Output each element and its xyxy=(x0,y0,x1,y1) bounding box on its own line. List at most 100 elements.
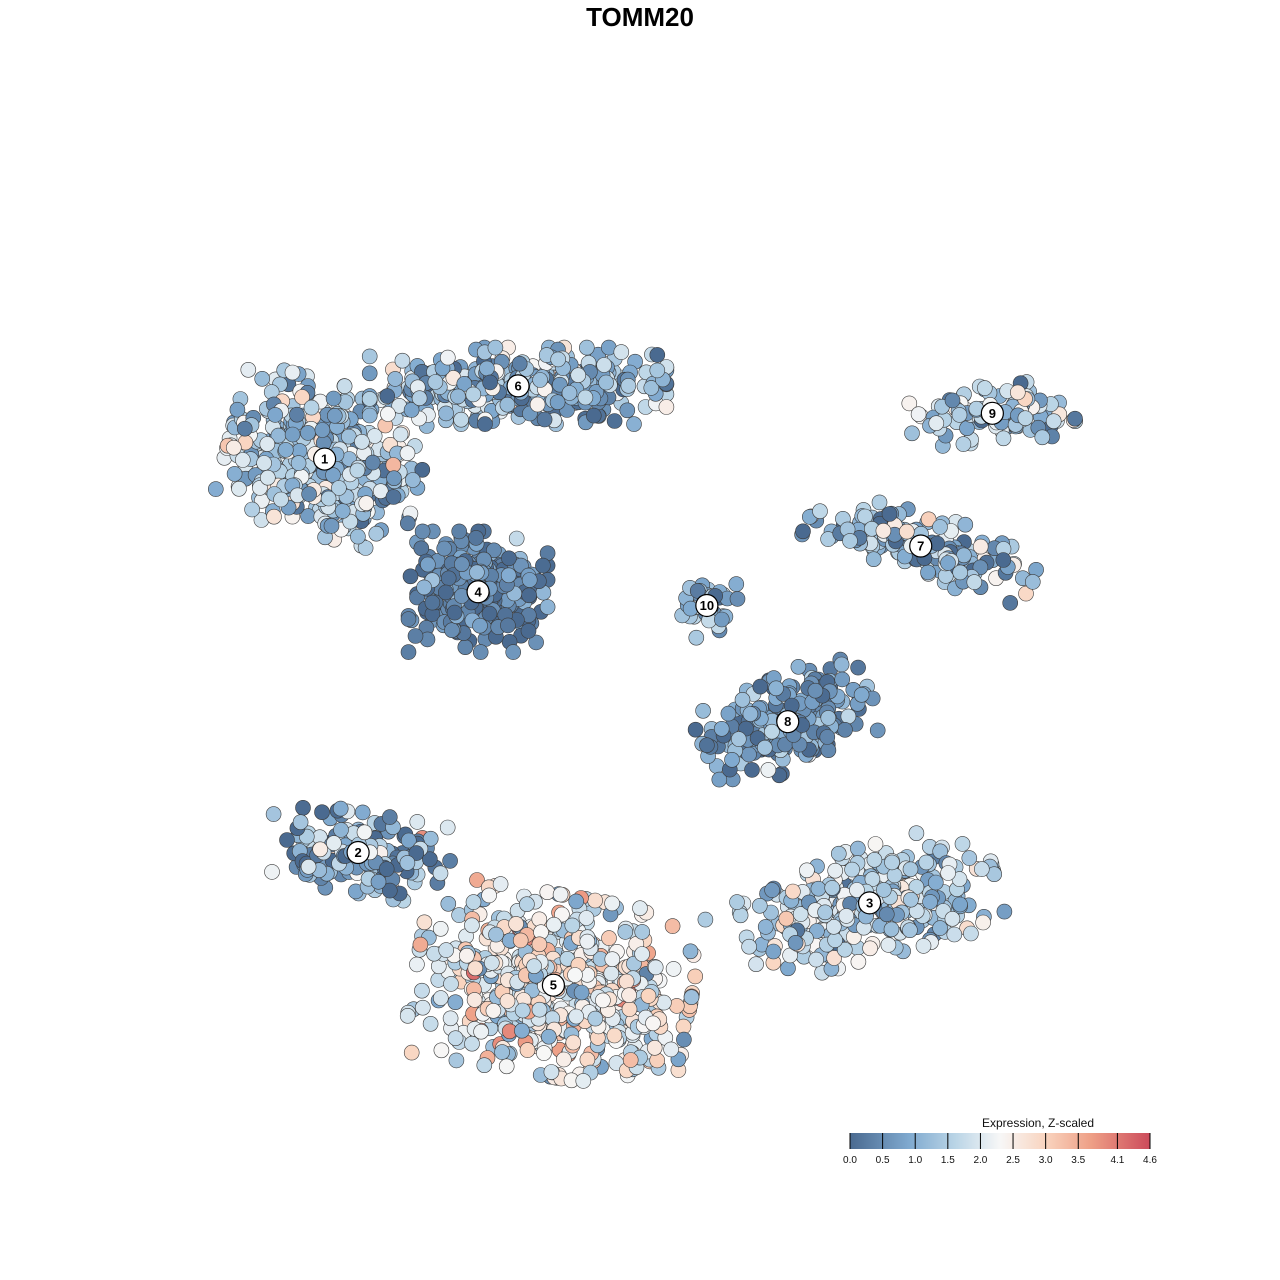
cell-point xyxy=(453,411,469,428)
cell-point xyxy=(424,594,441,611)
cell-point xyxy=(596,357,612,373)
cell-point xyxy=(447,994,464,1011)
cell-point xyxy=(400,611,417,627)
cell-point xyxy=(871,494,888,511)
legend-tick-label: 2.5 xyxy=(1006,1155,1020,1166)
cell-point xyxy=(294,389,310,405)
cell-point xyxy=(500,617,516,634)
cell-point xyxy=(940,555,956,571)
cell-point xyxy=(432,920,449,937)
cell-point xyxy=(300,858,317,875)
cell-point xyxy=(645,1015,661,1032)
cell-point xyxy=(442,1010,459,1027)
cell-point xyxy=(564,917,581,934)
cell-point xyxy=(333,822,349,838)
cell-point xyxy=(741,746,757,763)
cell-point xyxy=(663,1041,679,1058)
cell-point xyxy=(539,884,556,901)
cell-point xyxy=(618,973,635,990)
cluster-label-badge xyxy=(506,374,530,398)
cell-point xyxy=(331,480,347,496)
cell-point xyxy=(483,955,500,971)
legend-ticks: 0.0 0.5 1.0 1.5 2.0 2.5 3.0 3.5 4.1 4.6 xyxy=(843,1133,1157,1166)
cell-point xyxy=(514,1002,531,1019)
cell-point xyxy=(453,556,470,573)
cell-point xyxy=(314,422,331,438)
cell-point xyxy=(399,515,416,532)
cell-point xyxy=(668,998,685,1014)
cell-point xyxy=(862,940,878,957)
cell-point xyxy=(730,731,747,747)
legend-tick-label: 3.5 xyxy=(1071,1155,1085,1166)
cell-point xyxy=(279,832,295,848)
cluster-label-text: 3 xyxy=(866,895,873,910)
cell-point xyxy=(512,932,529,949)
cell-point xyxy=(903,891,919,908)
cell-point xyxy=(514,1022,530,1039)
cell-point xyxy=(416,579,432,596)
cell-point xyxy=(549,394,566,411)
cell-point xyxy=(284,426,301,443)
cell-point xyxy=(416,914,433,931)
cell-point xyxy=(208,481,224,497)
cell-point xyxy=(521,572,538,588)
cell-point xyxy=(528,634,544,651)
cell-point xyxy=(601,930,617,946)
cell-point xyxy=(409,814,426,830)
cell-point xyxy=(833,656,850,673)
cell-point xyxy=(1017,410,1034,427)
cell-point xyxy=(849,882,865,898)
cell-point xyxy=(508,916,524,932)
cell-point xyxy=(450,388,466,405)
cell-point xyxy=(472,644,489,660)
cell-point xyxy=(379,388,396,404)
cell-point xyxy=(368,525,385,542)
cell-point xyxy=(399,445,416,462)
cell-point xyxy=(932,920,948,936)
cell-point xyxy=(409,956,425,973)
cluster-label-text: 6 xyxy=(514,378,521,393)
cell-point xyxy=(259,469,276,486)
cell-point xyxy=(742,706,759,722)
cluster-label-4: 4 xyxy=(466,580,490,604)
cell-point xyxy=(734,691,751,708)
legend-tick-label: 2.0 xyxy=(973,1155,987,1166)
cell-point xyxy=(370,873,387,890)
cell-point xyxy=(765,943,782,960)
legend-tick-label: 0.0 xyxy=(843,1155,857,1166)
cell-point xyxy=(699,737,715,754)
cell-point xyxy=(358,495,375,512)
cell-point xyxy=(444,622,460,639)
cell-point xyxy=(944,910,961,927)
cluster-label-text: 10 xyxy=(700,598,714,613)
cell-point xyxy=(458,947,475,964)
cell-point xyxy=(878,906,895,923)
cell-point xyxy=(827,932,843,948)
cell-point xyxy=(928,415,945,432)
cell-point xyxy=(414,999,431,1016)
cluster-label-6: 6 xyxy=(506,374,530,398)
cell-point xyxy=(620,377,637,394)
cell-point xyxy=(827,862,844,879)
cell-point xyxy=(411,390,428,407)
cell-point xyxy=(910,406,927,423)
cell-point xyxy=(915,938,932,954)
cell-point xyxy=(728,576,745,592)
cell-point xyxy=(487,339,504,356)
cell-point xyxy=(780,960,796,977)
cell-point xyxy=(492,876,509,892)
cell-point xyxy=(422,1015,439,1032)
cluster-label-8: 8 xyxy=(776,710,800,734)
cell-point xyxy=(476,1057,493,1073)
legend-tick-label: 1.0 xyxy=(908,1155,922,1166)
cell-point xyxy=(422,851,438,868)
cell-point xyxy=(323,518,340,534)
cell-point xyxy=(332,800,349,817)
cell-point xyxy=(884,854,900,871)
cell-point xyxy=(468,530,484,546)
cell-point xyxy=(356,824,373,841)
cell-point xyxy=(578,339,595,356)
cell-point xyxy=(519,1042,536,1058)
cell-point xyxy=(403,1044,420,1061)
cell-point xyxy=(235,452,251,468)
